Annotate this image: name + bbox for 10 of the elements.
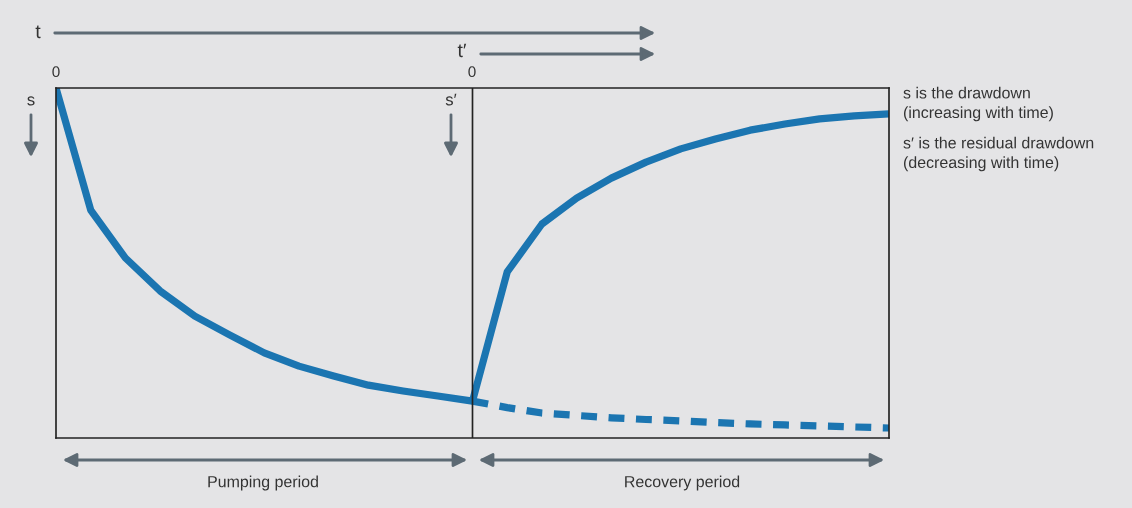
text: Recovery period [625,475,740,491]
text: 0 [468,66,476,78]
text: t [35,25,41,39]
text: Pumping period [208,475,318,491]
annotation: s′ [445,93,457,106]
text: s′ is the residual drawdown (decreasing with time) [903,136,1094,172]
text: s [27,96,35,106]
text: t′ [457,43,467,58]
text: s is the drawdown (increasing with time) [903,86,1053,122]
text: 0 [52,66,60,78]
